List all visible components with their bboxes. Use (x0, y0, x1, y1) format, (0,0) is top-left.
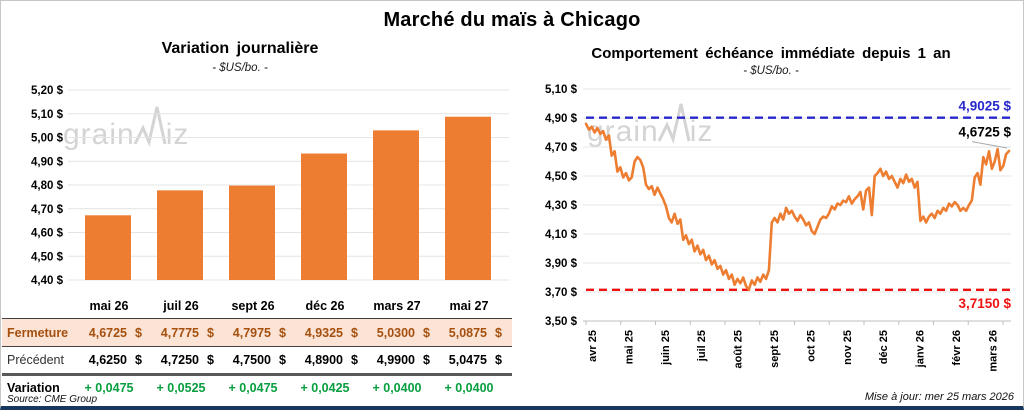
futures-table: mai 26 juil 26 sept 26 déc 26 mars 27 mai 27 … (2, 294, 512, 400)
y-tick-label: 4,10 $ (545, 229, 578, 241)
y-tick-label: 4,80 $ (31, 180, 64, 192)
y-tick-label: 4,90 $ (31, 156, 64, 168)
x-tick-label: août 25 (733, 330, 745, 369)
y-tick-label: 5,10 $ (545, 84, 578, 96)
x-tick-label: juil 25 (696, 330, 708, 362)
table-cell: 5,0475 $ (448, 353, 502, 367)
updated-note: Mise à jour: mer 25 mars 2026 (864, 391, 1014, 403)
x-tick-label: févr 26 (951, 330, 963, 365)
table-cell: + 0,0475 (84, 381, 134, 395)
table-header-row: mai 26 juil 26 sept 26 déc 26 mars 27 mai 27 (2, 294, 512, 318)
bar (445, 116, 491, 280)
grainwiz-logo-icon (657, 103, 691, 144)
leader-line (971, 141, 1008, 149)
table-cell: 4,6250 $ (88, 353, 142, 367)
row-label-variation: Variation (7, 381, 60, 395)
table-cell: + 0,0400 (444, 381, 494, 395)
y-tick-label: 4,50 $ (545, 171, 578, 183)
x-tick-label: mai 25 (623, 330, 635, 364)
low-value-label: 3,7150 $ (958, 296, 1011, 311)
y-tick-label: 4,50 $ (31, 251, 64, 263)
y-tick-label: 4,40 $ (31, 275, 64, 287)
y-tick-label: 5,20 $ (31, 85, 64, 97)
bar (157, 190, 203, 280)
y-tick-label: 5,00 $ (31, 133, 64, 145)
table-row-fermeture: Fermeture 4,6725 $ 4,7775 $ 4,7975 $ 4,9325 $ 5,… (2, 318, 512, 347)
watermark-text: iz (689, 115, 714, 148)
y-tick-label: 5,10 $ (31, 109, 64, 121)
x-tick-label: janv 26 (915, 330, 927, 368)
line-chart-subtitle: - $US/bo. - (743, 65, 799, 77)
table-cell: + 0,0425 (300, 381, 350, 395)
table-cell: + 0,0475 (228, 381, 278, 395)
bar (301, 153, 347, 280)
grainwiz-watermark-left: grain iz (63, 104, 189, 150)
table-row-variation: Variation + 0,0475 + 0,0525 + 0,0475 + 0,04… (2, 373, 512, 400)
table-cell: 4,9325 $ (304, 325, 358, 340)
column-header: mars 27 (373, 299, 421, 313)
column-header: mai 26 (89, 299, 129, 313)
high-value-label: 4,9025 $ (958, 99, 1011, 114)
row-label-precedent: Précédent (7, 353, 64, 367)
x-tick-label: déc 25 (878, 330, 890, 364)
y-tick-label: 4,30 $ (545, 200, 578, 212)
row-label-fermeture: Fermeture (7, 325, 69, 340)
table-cell: 4,7975 $ (232, 325, 286, 340)
table-cell: 4,7500 $ (232, 353, 286, 367)
page-title: Marché du maïs à Chicago (383, 9, 641, 31)
y-tick-label: 4,90 $ (545, 113, 578, 125)
y-tick-label: 3,70 $ (545, 287, 578, 299)
x-tick-label: sept 25 (769, 330, 781, 368)
table-cell: 5,0300 $ (376, 325, 430, 340)
grainwiz-logo-icon (133, 106, 167, 147)
x-tick-label: nov 25 (842, 330, 854, 365)
line-chart: 5,10 $ 4,90 $ 4,70 $ 4,50 $ 4,30 $ 4,10 $ 3,90… (545, 84, 1011, 372)
y-tick-label: 4,70 $ (545, 142, 578, 154)
bar (373, 130, 419, 280)
table-cell: 5,0875 $ (448, 325, 502, 340)
table-cell: 4,9900 $ (376, 353, 430, 367)
x-tick-label: avr 25 (587, 330, 599, 362)
x-tick-label: oct 25 (805, 330, 817, 362)
table-cell: + 0,0400 (372, 381, 422, 395)
bar (229, 185, 275, 280)
bar-chart-title: Variation journalière (161, 40, 319, 57)
watermark-text: grain (63, 118, 135, 151)
table-cell: 4,8900 $ (304, 353, 358, 367)
x-tick-label: juin 25 (660, 330, 672, 366)
column-header: mai 27 (449, 299, 489, 313)
table-row-precedent: Précédent 4,6250 $ 4,7250 $ 4,7500 $ 4,8900 $ 4,… (2, 347, 512, 373)
y-tick-label: 4,70 $ (31, 204, 64, 216)
y-tick-label: 3,50 $ (545, 316, 578, 328)
column-header: déc 26 (305, 299, 345, 313)
table-cell: 4,6725 $ (88, 325, 142, 340)
watermark-text: iz (165, 118, 190, 151)
y-tick-label: 4,60 $ (31, 228, 64, 240)
table-cell: 4,7775 $ (160, 325, 214, 340)
last-value-label: 4,6725 $ (958, 125, 1011, 140)
y-tick-label: 3,90 $ (545, 258, 578, 270)
price-line (584, 122, 1011, 292)
table-cell: 4,7250 $ (160, 353, 214, 367)
bar-chart-subtitle: - $US/bo. - (212, 62, 268, 74)
source-note: Source: CME Group (7, 394, 98, 405)
bar-chart: 5,20 $ 5,10 $ 5,00 $ 4,90 $ 4,80 $ 4,70 $ 4,60… (31, 85, 509, 287)
table-cell: + 0,0525 (156, 381, 206, 395)
line-chart-title: Comportement échéance immédiate depuis 1… (591, 45, 951, 62)
column-header: sept 26 (231, 299, 275, 313)
x-tick-label: mars 26 (987, 330, 999, 372)
column-header: juil 26 (163, 299, 199, 313)
bar (85, 215, 131, 280)
